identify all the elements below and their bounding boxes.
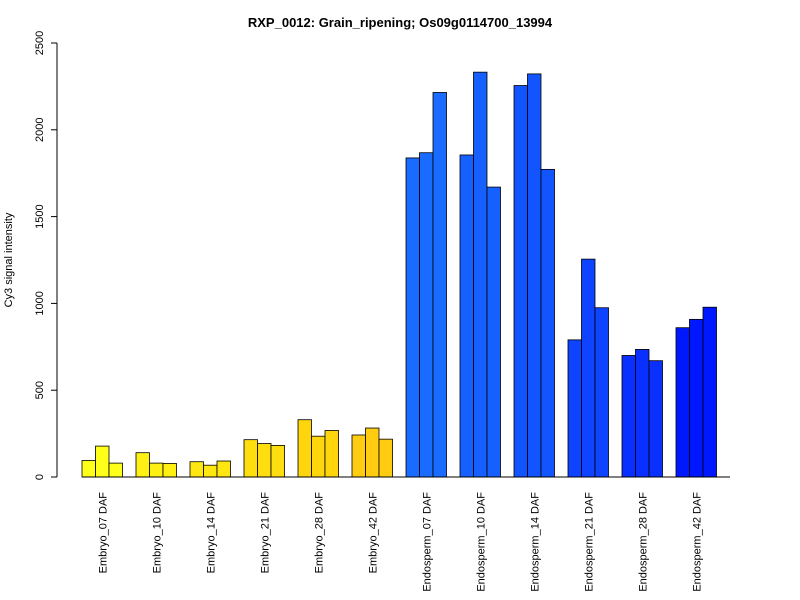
- bar-0-2: [108, 462, 123, 478]
- bar-11-1: [689, 318, 704, 478]
- x-tick-label: Embryo_42 DAF: [367, 492, 379, 574]
- x-tick-label: Endosperm_10 DAF: [475, 492, 487, 592]
- bar-0-1: [95, 445, 110, 478]
- bar-9-0: [567, 339, 582, 478]
- bar-3-2: [270, 444, 285, 478]
- x-tick-label: Embryo_10 DAF: [151, 492, 163, 574]
- y-tick-label: 0: [34, 474, 46, 480]
- bar-1-2: [162, 463, 177, 478]
- x-tick-label: Embryo_28 DAF: [313, 492, 325, 574]
- bar-7-2: [486, 186, 501, 478]
- bar-9-1: [581, 258, 596, 478]
- y-tick-label: 1000: [34, 291, 46, 315]
- bar-4-1: [311, 435, 326, 478]
- bar-10-2: [648, 360, 663, 478]
- y-axis-label: Cy3 signal intensity: [3, 212, 15, 307]
- bar-3-0: [243, 439, 258, 478]
- bar-1-1: [149, 462, 164, 478]
- bar-7-1: [473, 71, 488, 478]
- y-axis: 0 500 1000 1500 2000 2500: [34, 31, 58, 480]
- bar-11-2: [702, 306, 717, 478]
- bars-group: [81, 71, 717, 478]
- bar-4-2: [324, 430, 339, 478]
- x-tick-label: Embryo_21 DAF: [259, 492, 271, 574]
- x-tick-label: Endosperm_14 DAF: [529, 492, 541, 592]
- x-axis: Embryo_07 DAF Embryo_10 DAF Embryo_14 DAF E…: [82, 476, 730, 592]
- bar-3-1: [257, 443, 272, 478]
- bar-6-0: [405, 157, 420, 478]
- bar-5-0: [351, 434, 366, 478]
- bar-5-1: [365, 427, 380, 478]
- y-tick-label: 2500: [34, 31, 46, 55]
- bar-2-2: [216, 460, 231, 478]
- bar-4-0: [297, 419, 312, 478]
- bar-11-0: [675, 327, 690, 478]
- x-tick-label: Endosperm_07 DAF: [421, 492, 433, 592]
- bar-7-0: [459, 154, 474, 478]
- y-tick-label: 1500: [34, 204, 46, 228]
- bar-10-0: [621, 355, 636, 478]
- bar-2-0: [189, 461, 204, 478]
- bar-2-1: [203, 464, 218, 478]
- x-tick-label: Embryo_07 DAF: [97, 492, 109, 574]
- x-tick-label: Endosperm_42 DAF: [691, 492, 703, 592]
- bar-6-2: [432, 92, 447, 478]
- bar-5-2: [378, 438, 393, 478]
- x-tick-label: Embryo_14 DAF: [205, 492, 217, 574]
- bar-6-1: [419, 152, 434, 478]
- bar-9-2: [594, 307, 609, 478]
- bar-8-2: [540, 168, 555, 478]
- x-tick-label: Endosperm_21 DAF: [583, 492, 595, 592]
- bar-10-1: [635, 348, 650, 478]
- chart-title: RXP_0012: Grain_ripening; Os09g0114700_1…: [248, 15, 553, 30]
- bar-8-0: [513, 85, 528, 478]
- y-tick-label: 500: [34, 381, 46, 399]
- bar-0-0: [81, 460, 96, 478]
- x-tick-label: Endosperm_28 DAF: [637, 492, 649, 592]
- y-tick-label: 2000: [34, 118, 46, 142]
- bar-8-1: [527, 73, 542, 478]
- bar-1-0: [135, 452, 150, 478]
